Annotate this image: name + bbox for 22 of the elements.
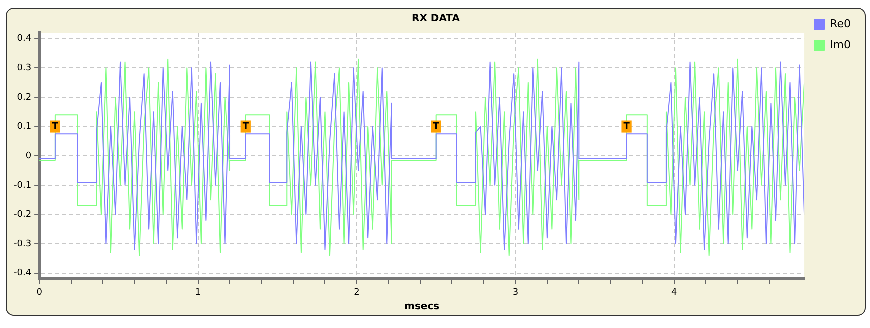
legend-label: Im0: [830, 38, 852, 52]
annotation: T: [624, 122, 631, 132]
x-axis-title: msecs: [404, 302, 440, 313]
y-tick-label: -0.4: [14, 268, 32, 279]
legend-label: Re0: [830, 17, 851, 30]
annotation: T: [433, 122, 440, 132]
x-tick-label: 2: [354, 288, 360, 298]
y-tick-label: 0.2: [17, 92, 32, 103]
annotation: T: [52, 122, 60, 132]
y-tick-label: 0: [26, 151, 32, 162]
y-tick-label: 0.4: [17, 34, 32, 44]
y-tick-label: -0.2: [14, 210, 32, 220]
x-tick-label: 0: [36, 288, 43, 298]
annotation: T: [242, 122, 250, 132]
y-tick-label: -0.3: [14, 239, 32, 250]
chart-title: RX DATA: [412, 14, 460, 25]
y-tick-label: 0.1: [17, 122, 32, 132]
x-tick-label: 3: [512, 288, 519, 298]
x-tick-label: 4: [672, 288, 678, 298]
y-tick-label: -0.1: [14, 180, 32, 191]
y-tick-label: 0.3: [17, 64, 32, 74]
x-tick-label: 1: [195, 288, 202, 298]
